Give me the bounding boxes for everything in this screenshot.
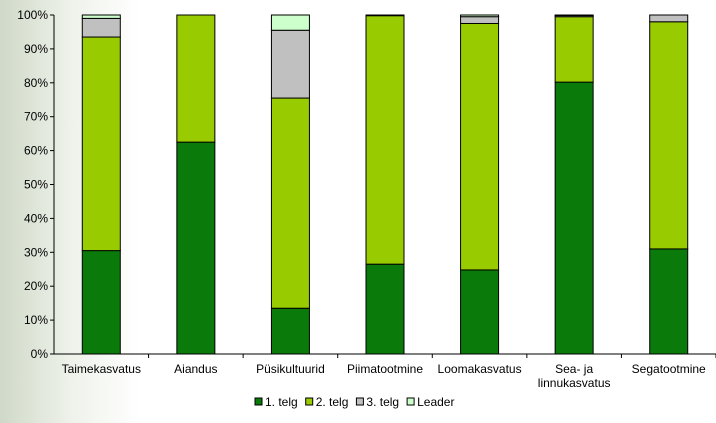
bar-segment-4	[81, 14, 121, 19]
bar-segment-1	[554, 81, 594, 355]
bar-segment-2	[460, 22, 500, 271]
bar-segment-1	[81, 250, 121, 355]
legend-label: 2. telg	[316, 395, 349, 409]
legend-swatch	[355, 397, 364, 406]
bar-segment-2	[365, 15, 405, 265]
y-tick-label: 30%	[24, 245, 48, 259]
bar-segment-3	[460, 16, 500, 24]
bar-segment-3	[365, 14, 405, 17]
x-tick-label: linnukasvatus	[538, 376, 611, 390]
bar-segment-1	[270, 307, 310, 355]
y-tick-label: 20%	[24, 279, 48, 293]
legend-label: Leader	[417, 395, 454, 409]
y-tick-label: 90%	[24, 42, 48, 56]
legend-swatch	[254, 397, 263, 406]
bar-segment-2	[176, 14, 216, 143]
bar-segment-4	[554, 14, 594, 17]
x-tick-label: Segatootmine	[632, 362, 706, 376]
bar-segment-1	[176, 141, 216, 355]
x-tick-label: Sea- ja	[555, 362, 593, 376]
y-tick-label: 50%	[24, 178, 48, 192]
y-tick-label: 70%	[24, 110, 48, 124]
bar-segment-2	[270, 97, 310, 309]
x-tick-label: Püsikultuurid	[256, 362, 325, 376]
y-tick-label: 80%	[24, 76, 48, 90]
bar-segment-2	[81, 36, 121, 252]
bar-segment-2	[649, 21, 689, 250]
bar-segment-3	[81, 17, 121, 38]
legend-label: 3. telg	[366, 395, 399, 409]
x-tick-label: Taimekasvatus	[62, 362, 141, 376]
x-tick-label: Aiandus	[174, 362, 217, 376]
y-tick-label: 0%	[31, 347, 49, 361]
y-tick-label: 100%	[17, 8, 48, 22]
bar-segment-3	[270, 29, 310, 99]
y-tick-label: 60%	[24, 144, 48, 158]
bar-segment-3	[649, 14, 689, 23]
y-tick-label: 40%	[24, 211, 48, 225]
y-tick-label: 10%	[24, 313, 48, 327]
bar-segment-1	[649, 248, 689, 355]
bar-segment-1	[460, 269, 500, 355]
bar-segment-1	[365, 263, 405, 355]
x-tick-label: Loomakasvatus	[438, 362, 522, 376]
bar-segment-2	[554, 16, 594, 83]
legend-label: 1. telg	[265, 395, 298, 409]
bar-segment-4	[270, 14, 310, 31]
x-tick-label: Piimatootmine	[347, 362, 423, 376]
bar-segment-4	[460, 14, 500, 18]
legend-swatch	[406, 397, 415, 406]
legend-swatch	[305, 397, 314, 406]
